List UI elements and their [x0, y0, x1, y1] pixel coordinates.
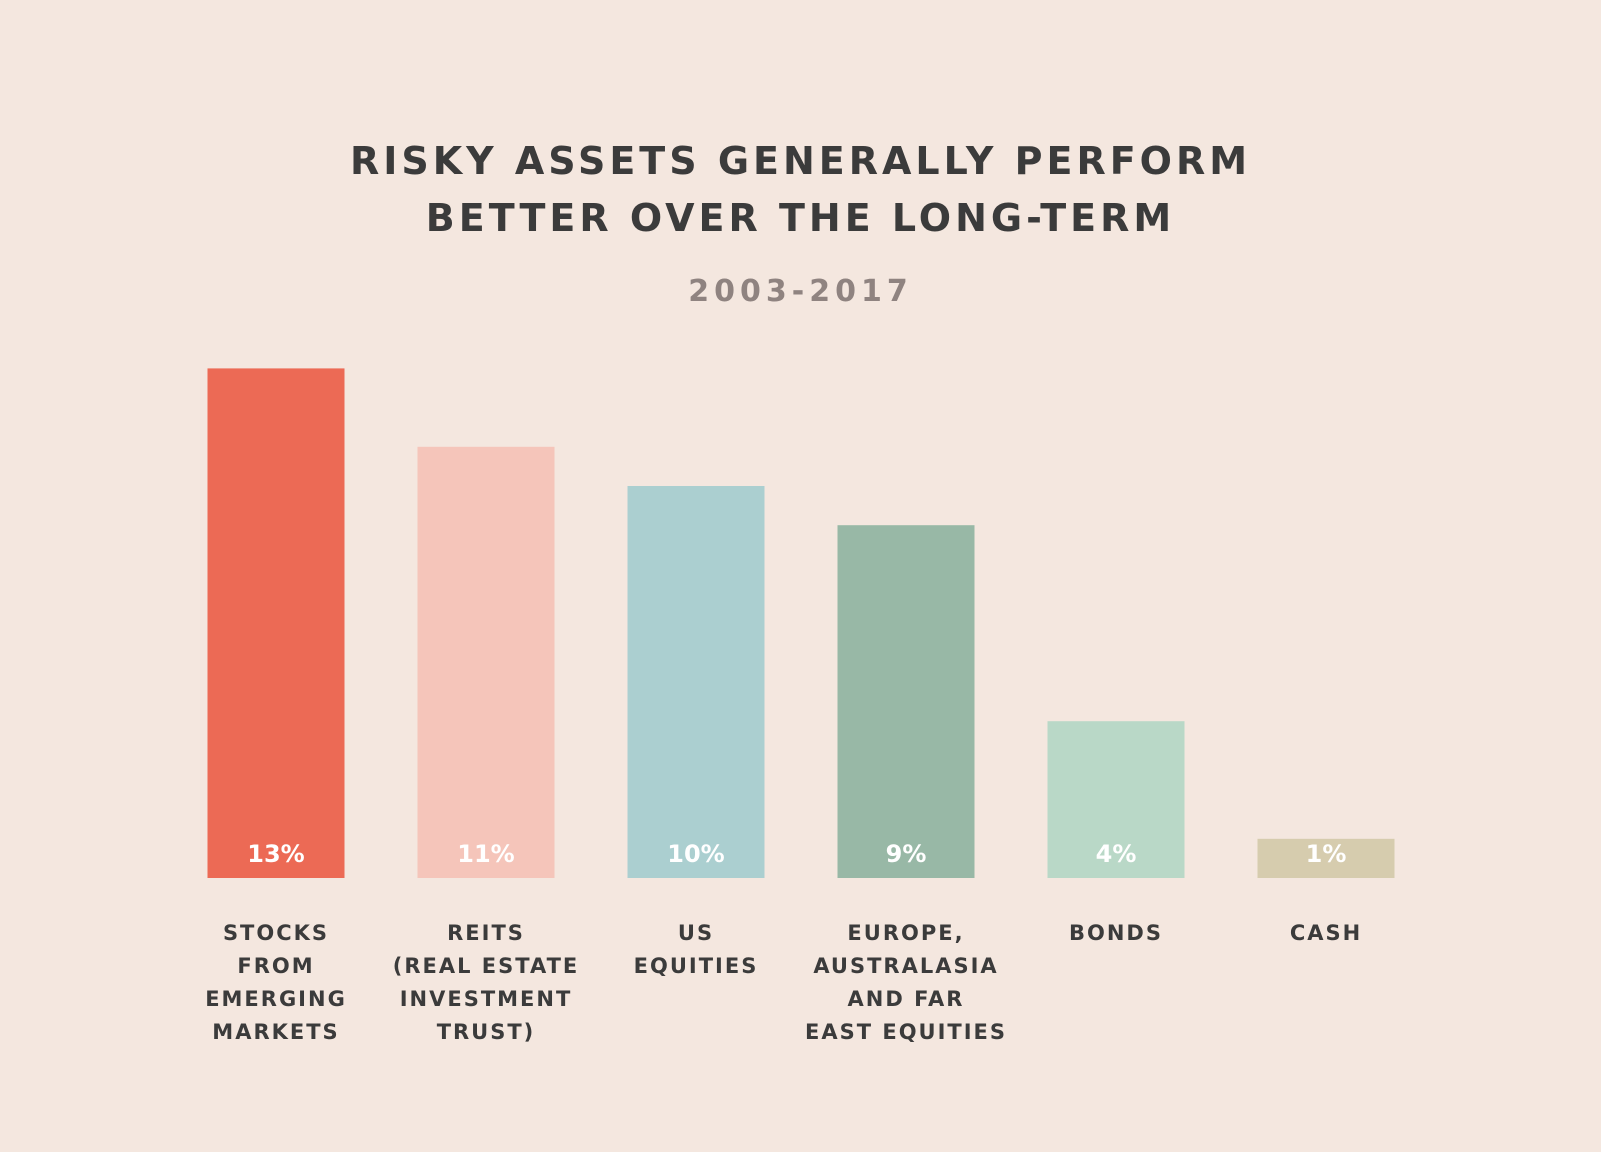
category-label-line: FROM	[237, 954, 314, 978]
category-label: CASH	[1290, 921, 1362, 945]
category-label-line: EQUITIES	[634, 954, 759, 978]
bar-value-label: 10%	[667, 840, 724, 868]
category-label-line: CASH	[1290, 921, 1362, 945]
category-label: EUROPE, AUSTRALASIA AND FAR EAST EQUITIES	[805, 921, 1007, 1044]
category-label: REITS (REAL ESTATE INVESTMENT TRUST)	[393, 921, 580, 1044]
category-label-line: STOCKS	[223, 921, 329, 945]
chart-title-line-1: RISKY ASSETS GENERALLY PERFORM	[349, 139, 1252, 183]
category-label: STOCKS FROM EMERGING MARKETS	[205, 921, 347, 1044]
bar-2	[417, 446, 555, 878]
bar-value-label: 4%	[1096, 840, 1137, 868]
category-label-line: EMERGING	[205, 987, 347, 1011]
bar-6	[1257, 838, 1395, 878]
bar-1	[207, 368, 345, 878]
category-label-line: EAST EQUITIES	[805, 1020, 1007, 1044]
category-label-line: AND FAR	[848, 987, 965, 1011]
bar-3	[627, 486, 765, 878]
bar-value-label: 1%	[1306, 840, 1347, 868]
category-label-line: INVESTMENT	[400, 987, 573, 1011]
category-label: BONDS	[1069, 921, 1163, 945]
category-label-line: MARKETS	[212, 1020, 339, 1044]
chart-subtitle: 2003-2017	[688, 274, 913, 309]
category-label-line: AUSTRALASIA	[813, 954, 998, 978]
category-label-line: BONDS	[1069, 921, 1163, 945]
bar-value-label: 13%	[247, 840, 304, 868]
bar-value-label: 9%	[886, 840, 927, 868]
bar-4	[837, 525, 975, 878]
bar-value-label: 11%	[457, 840, 514, 868]
category-label: US EQUITIES	[634, 921, 759, 978]
category-label-line: EUROPE,	[847, 921, 964, 945]
category-label-line: US	[678, 921, 714, 945]
bar-5	[1047, 721, 1185, 878]
category-label-line: TRUST)	[437, 1020, 536, 1044]
chart-title-line-2: BETTER OVER THE LONG-TERM	[425, 196, 1176, 240]
category-label-line: (REAL ESTATE	[393, 954, 580, 978]
category-label-line: REITS	[447, 921, 525, 945]
